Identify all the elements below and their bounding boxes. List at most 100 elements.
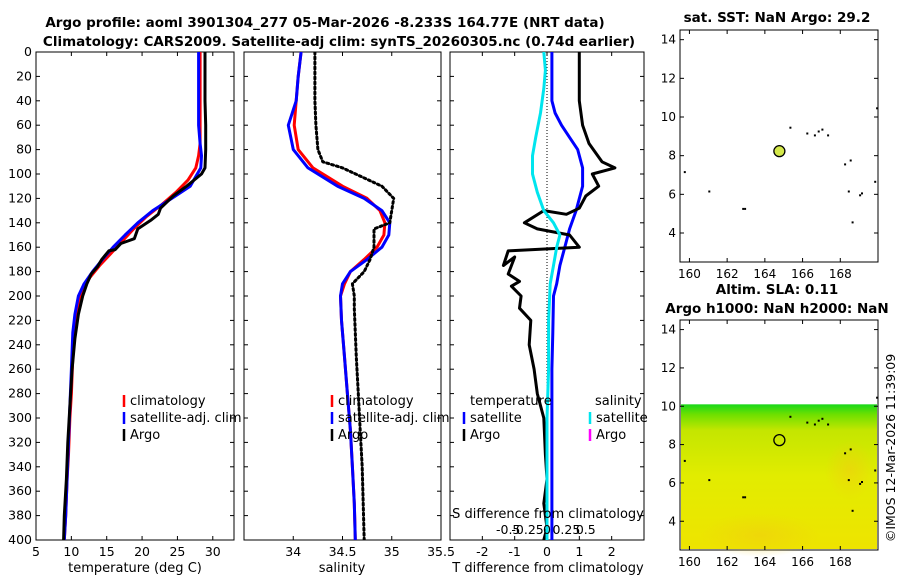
y-tick-label: 100 [8,166,32,181]
x-tick-label: -2 [476,544,488,559]
difference-xlabel: T difference from climatology [451,561,644,576]
argo-float-marker [773,145,786,158]
island-speck [844,452,847,455]
figure-title-line-2: Climatology: CARS2009. Satellite-adj cli… [43,34,635,50]
salinity-axes-frame [243,51,442,541]
legend-argo-label: Argo [130,428,160,443]
x-tick-label: 35 [384,544,400,559]
island-speck [874,469,877,472]
island-speck [861,481,863,483]
island-speck [844,163,847,166]
map-y-tick-label: 14 [661,33,676,47]
island-speck [789,126,792,129]
island-speck [849,448,852,451]
salinity-difference-axis-label: S difference from climatology [452,507,644,522]
island-speck [683,459,686,462]
island-speck [742,496,745,499]
island-speck [821,128,824,131]
island-speck [861,192,863,195]
island-speck [876,107,879,110]
legend-temperature-title: temperature [470,394,552,409]
island-speck [851,221,854,224]
y-tick-label: 360 [8,483,32,498]
island-speck [813,134,816,137]
map-y-tick-label: 6 [668,187,676,201]
sla-map-land [683,396,879,512]
difference-legend: temperature satellite Argo salinity sate… [462,394,648,443]
map-x-tick-label: 162 [716,555,739,569]
y-tick-label: 200 [8,288,32,303]
x-tick-label: 34.5 [329,544,357,559]
island-speck [817,419,820,422]
island-speck [813,423,816,426]
y-tick-label: 380 [8,508,32,523]
sla-field-patch [700,513,820,557]
temperature-panel: 0 20 40 60 80 100 120 140 160 180 200 220 240 260 280 3… [8,44,241,576]
y-tick-label: 400 [8,532,32,547]
sla-field-patch [825,440,875,500]
y-tick-label: 60 [16,117,32,132]
island-speck [708,190,711,193]
map-y-tick-label: 8 [668,149,676,163]
x-tick-label: 25 [169,544,185,559]
island-speck [817,130,820,133]
sla-map-panel: Altim. SLA: 0.11 Argo h1000: NaN h2000: … [661,282,889,569]
map-y-tick-label: 4 [668,514,676,528]
island-speck [827,423,830,426]
sst-map-land [683,107,879,224]
y-tick-label: 340 [8,459,32,474]
s-diff-tick-label: 0.5 [576,522,596,537]
x-tick-label: 20 [134,544,150,559]
difference-panel: -2 -1 0 1 2 T difference from climatology S … [449,51,648,576]
y-tick-label: 180 [8,264,32,279]
island-speck [876,396,879,399]
s-diff-tick-label: -0.5 [496,522,520,537]
x-tick-label: 35.5 [427,544,455,559]
x-tick-label: -1 [508,544,520,559]
map-y-tick-label: 10 [661,110,676,124]
y-tick-label: 320 [8,434,32,449]
island-speck [847,190,850,193]
x-tick-label: 30 [205,544,221,559]
island-speck [827,134,830,137]
s-diff-tick-label: -0.25 [511,522,543,537]
sla-map-title-1: Altim. SLA: 0.11 [716,282,838,298]
island-speck [859,482,862,485]
map-y-tick-label: 10 [661,399,676,413]
series-line-temperature-satellite [550,52,585,540]
sst-map-title: sat. SST: NaN Argo: 29.2 [684,10,871,26]
y-tick-label: 80 [16,142,32,157]
island-speck [847,479,850,482]
legend-t-satellite-label: satellite [470,411,522,426]
map-x-tick-label: 164 [753,267,776,281]
legend-climatology-label: climatology [338,394,414,409]
map-x-tick-label: 168 [829,267,852,281]
x-tick-label: 1 [575,544,583,559]
y-tick-label: 220 [8,312,32,327]
y-tick-label: 0 [24,44,32,59]
salinity-xlabel: salinity [319,561,366,576]
y-tick-label: 300 [8,410,32,425]
island-speck [851,509,854,512]
legend-t-argo-label: Argo [470,428,500,443]
series-line-argo [313,52,396,540]
legend-satellite-label: satellite-adj. clim [338,411,450,426]
legend-argo-label: Argo [338,428,368,443]
temperature-xlabel: temperature (deg C) [68,561,202,576]
x-tick-label: 5 [32,544,40,559]
island-speck [744,207,747,210]
map-x-tick-label: 162 [716,267,739,281]
legend-s-argo-label: Argo [596,428,626,443]
map-x-tick-label: 160 [678,267,701,281]
island-speck [859,194,862,197]
legend-s-satellite-label: satellite [596,411,648,426]
y-tick-label: 40 [16,93,32,108]
series-line-argo [62,52,208,540]
y-tick-label: 240 [8,337,32,352]
y-tick-label: 140 [8,215,32,230]
argo-float-marker [773,433,786,447]
s-diff-tick-label: 0.25 [552,522,580,537]
y-tick-label: 280 [8,386,32,401]
island-speck [744,496,747,499]
salinity-legend: climatology satellite-adj. clim Argo [330,394,450,443]
